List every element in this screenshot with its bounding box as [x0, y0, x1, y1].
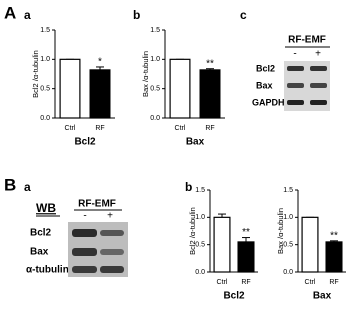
- panel-label: a: [24, 8, 31, 22]
- y-axis-label: Bcl2 /α-tubulin: [188, 207, 197, 255]
- y-tick-label: 0.5: [283, 242, 293, 249]
- significance: **: [242, 227, 250, 238]
- bar: [213, 216, 231, 273]
- bar: [169, 58, 191, 119]
- x-tick-label: Ctrl: [65, 125, 76, 132]
- panel-label: b: [185, 180, 192, 194]
- y-tick-label: 0.5: [40, 86, 50, 93]
- y-tick-label: 0.0: [283, 269, 293, 276]
- bar: [89, 69, 111, 119]
- row-label: Bax: [30, 247, 49, 258]
- bar: [237, 241, 255, 273]
- x-axis-label: Bax: [186, 137, 205, 148]
- y-tick-label: 1.5: [150, 27, 160, 34]
- row-label: Bax: [256, 80, 273, 90]
- bar: [301, 216, 319, 273]
- method-label: WB: [36, 201, 56, 215]
- y-tick-label: 1.0: [195, 214, 205, 221]
- blot-header: RF-EMF: [288, 35, 326, 46]
- panel-label: B: [4, 175, 16, 194]
- y-axis-label: Bax /α-tubulin: [141, 51, 150, 97]
- x-tick-label: RF: [205, 125, 214, 132]
- lane-label: +: [315, 49, 321, 60]
- row-label: GAPDH: [252, 97, 285, 107]
- lane-label: -: [83, 211, 86, 222]
- y-tick-label: 1.0: [150, 56, 160, 63]
- panel-label: c: [240, 8, 247, 22]
- x-axis-label: Bcl2: [74, 137, 96, 148]
- x-tick-label: RF: [241, 279, 250, 286]
- bar: [325, 241, 343, 273]
- bar: [199, 69, 221, 119]
- y-tick-label: 0.0: [40, 115, 50, 122]
- y-tick-label: 0.0: [150, 115, 160, 122]
- x-tick-label: Ctrl: [305, 279, 316, 286]
- significance: **: [206, 58, 214, 69]
- significance: **: [330, 230, 338, 241]
- y-tick-label: 1.5: [40, 27, 50, 34]
- row-label: Bcl2: [256, 63, 275, 73]
- y-tick-label: 1.5: [195, 187, 205, 194]
- y-tick-label: 0.5: [150, 86, 160, 93]
- blot-header: RF-EMF: [78, 199, 116, 210]
- blot-image: [284, 61, 330, 111]
- y-axis-label: Bax /α-tubulin: [276, 208, 285, 254]
- lane-label: +: [107, 211, 113, 222]
- x-tick-label: RF: [329, 279, 338, 286]
- y-tick-label: 0.0: [195, 269, 205, 276]
- lane-label: -: [293, 49, 296, 60]
- row-label: α-tubulin: [26, 265, 69, 276]
- y-tick-label: 1.0: [283, 214, 293, 221]
- x-tick-label: RF: [95, 125, 104, 132]
- y-tick-label: 1.5: [283, 187, 293, 194]
- y-tick-label: 1.0: [40, 56, 50, 63]
- panel-label: A: [4, 3, 16, 22]
- row-label: Bcl2: [30, 228, 52, 239]
- blot-image: [68, 222, 128, 277]
- y-axis-label: Bcl2 /α-tubulin: [31, 50, 40, 98]
- panel-label: a: [24, 180, 31, 194]
- x-axis-label: Bax: [313, 291, 332, 302]
- x-tick-label: Ctrl: [175, 125, 186, 132]
- y-tick-label: 0.5: [195, 242, 205, 249]
- panel-label: b: [133, 8, 140, 22]
- x-tick-label: Ctrl: [217, 279, 228, 286]
- x-axis-label: Bcl2: [223, 291, 245, 302]
- significance: *: [98, 57, 102, 68]
- bar: [59, 58, 81, 119]
